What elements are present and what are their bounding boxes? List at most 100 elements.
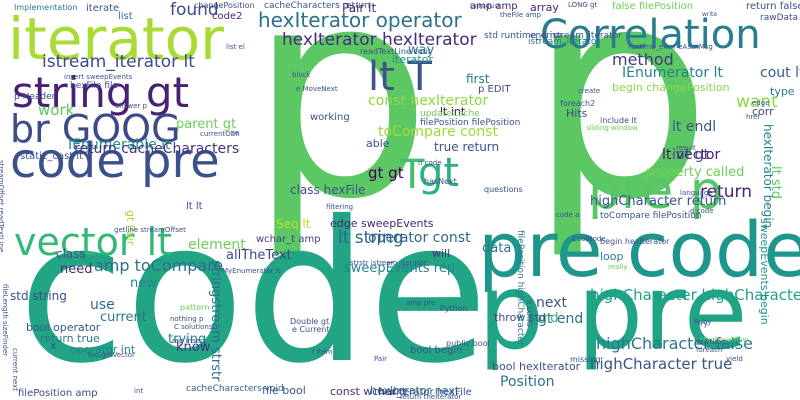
cloud-word-begin-hexiterator: begin hexIterator (600, 237, 670, 246)
cloud-word-linkedlist: LinkedList (470, 3, 501, 10)
cloud-word-rawdata-amp: rawData amp (760, 13, 800, 23)
cloud-word-pre-p: pre p (588, 161, 723, 221)
cloud-word-really: really (608, 263, 628, 271)
cloud-word-streamoffset-readtextline: streamOffset readTextLine (0, 160, 5, 253)
cloud-word-readtextline-cout: readTextLine cout (360, 47, 431, 56)
cloud-word-stackoverflow: stackoverflow (700, 336, 749, 344)
cloud-word-lt-endl: lt endl (672, 119, 717, 135)
cloud-word-lt-vector: lt vector (662, 147, 721, 163)
cloud-word-pair: Pair (374, 355, 388, 363)
cloud-word-e-movenext: e MoveNext (296, 85, 338, 93)
cloud-word-amp-pre: amp pre (406, 299, 436, 307)
cloud-word-cachecharacters-return: cacheCharacters return (264, 1, 371, 11)
cloud-word-sweepevents-begin: sweepEvents begin (758, 218, 771, 325)
cloud-word-property-called: property called (646, 165, 745, 180)
cloud-word-e-current: e Current (292, 325, 330, 334)
cloud-word-public-bool: public bool (446, 339, 490, 348)
cloud-word-write: write (702, 11, 718, 18)
cloud-word-able: able (366, 137, 390, 150)
cloud-word-gt: gt (418, 150, 460, 196)
cloud-word-will: will (432, 247, 451, 260)
cloud-word-iterator: iterator (392, 53, 433, 66)
cloud-word-amp-tocompare: amp toCompare (94, 256, 224, 275)
cloud-word-changeposition: changePosition (194, 1, 255, 10)
cloud-word-p: p (248, 0, 433, 263)
cloud-word-end-istream-iterator: end istream_iterator (530, 31, 622, 41)
cloud-word-highcharacter-true: highCharacter true (590, 355, 733, 373)
cloud-word-create: create (578, 87, 601, 95)
cloud-word-fileposition-fileposition: filePosition filePosition (420, 118, 521, 128)
cloud-word-pre-code: pre code (478, 205, 800, 294)
cloud-word-correlation: Correlation (540, 12, 761, 58)
cloud-word-return-theiterator: return theIterator (400, 393, 462, 400)
cloud-word-data: data (482, 241, 512, 256)
cloud-word-cachecharacters-void: cacheCharacters void (186, 384, 284, 394)
cloud-word-need: need (60, 262, 93, 277)
cloud-word-foreach2: foreach2 (560, 99, 596, 108)
cloud-word-highcharacter-highcharacter: highCharacter highCharacter (590, 286, 800, 304)
cloud-word-code-a: code a (556, 211, 580, 219)
cloud-word-corr: corr (752, 105, 774, 118)
cloud-word-operator-const: operator const (368, 230, 471, 246)
cloud-word-current-next: current next (11, 348, 19, 391)
cloud-word-way: way (408, 43, 435, 58)
cloud-word-vector-lt: vector lt (14, 220, 173, 264)
cloud-word-tocompare-fileposition: toCompare filePosition (600, 211, 702, 221)
cloud-word-filtering: filtering (326, 203, 354, 211)
cloud-word-hexiterator-next: hexIterator next (370, 384, 460, 397)
cloud-word-currentobn: currentObn (200, 130, 240, 138)
cloud-word-try: try (698, 320, 708, 328)
cloud-word-istream-iterator: istream_iterator (528, 37, 601, 47)
cloud-word-const-hexiterator: const hexIterator (368, 93, 489, 109)
cloud-word-hexiterator-operator: hexIterator operator (258, 8, 462, 32)
cloud-word-amp-amp: amp amp (470, 1, 518, 12)
cloud-word-lt-std: lt std (768, 166, 783, 199)
cloud-word-p: p (528, 0, 713, 263)
cloud-word-code-pre: code pre (10, 133, 220, 189)
cloud-word-class: class (56, 247, 86, 261)
cloud-word-filelength-sizefinder: fileLength sizeFinder (1, 284, 9, 357)
cloud-word-operator-int: operator int (70, 343, 136, 356)
cloud-word-hasnext: hasNext (424, 177, 457, 186)
cloud-word-throw-std: throw std (494, 311, 546, 324)
cloud-word-hexiterator-hexfile: hexIterator hexFile (378, 387, 472, 398)
cloud-word-sweepevents-rep: sweepEvents rep (344, 261, 456, 276)
cloud-word-myenumerator-lt: MyEnumerator lt (222, 267, 281, 275)
cloud-word-p-edit: p EDIT (478, 84, 511, 95)
cloud-word-parent-gt: parent gt (176, 117, 237, 132)
cloud-word-foreach: foreach (696, 346, 723, 354)
cloud-word-loop: loop (600, 250, 624, 263)
cloud-word-insert-sweepevents: insert sweepEvents (64, 73, 133, 81)
cloud-word-nothing-p: nothing p (170, 315, 204, 323)
cloud-word-int-gt: int gt (672, 147, 710, 163)
cloud-word-long-gt: LONG gt (568, 1, 598, 9)
cloud-word-bool-begin: bool begin (410, 345, 463, 356)
cloud-word-python: Python (440, 304, 468, 313)
cloud-word-element: element (188, 237, 246, 253)
cloud-word-list-el: list el (226, 43, 245, 51)
cloud-word-true-return: true return (434, 140, 500, 154)
cloud-word-position: Position (500, 374, 555, 390)
cloud-word-false-fileposition: false filePosition (612, 1, 694, 12)
cloud-word-end: end (534, 311, 559, 326)
cloud-word-f-item: f item (312, 348, 333, 356)
cloud-word-ienumerator-lt: IEnumerator lt (622, 65, 723, 81)
cloud-word-p-header: p Header (14, 92, 56, 102)
cloud-word-type: type (770, 85, 795, 98)
cloud-word-hexfile-file: hexFile file (70, 81, 119, 91)
cloud-word-cout-lt: cout lt (760, 65, 800, 81)
cloud-word-d-code: d code (690, 207, 714, 215)
cloud-word-re: re (232, 129, 240, 137)
cloud-word-array: array (530, 1, 559, 14)
cloud-word-wchar-t-amp: wchar_t amp (256, 234, 321, 245)
cloud-word-begin-changeposition: begin changePosition (612, 81, 730, 94)
cloud-word-stringstream-strstr: stringstream strstr (208, 260, 223, 382)
cloud-word-implementation: Implementation (14, 3, 78, 12)
cloud-word-trying: trying (168, 332, 207, 347)
cloud-word-method: method (612, 50, 674, 69)
cloud-word-iterator: iterator (8, 5, 224, 73)
cloud-word-language: language (680, 189, 713, 197)
cloud-word-t: T (400, 152, 425, 198)
cloud-word-ruby: Ruby (694, 318, 712, 326)
cloud-word-want: want (736, 92, 778, 112)
